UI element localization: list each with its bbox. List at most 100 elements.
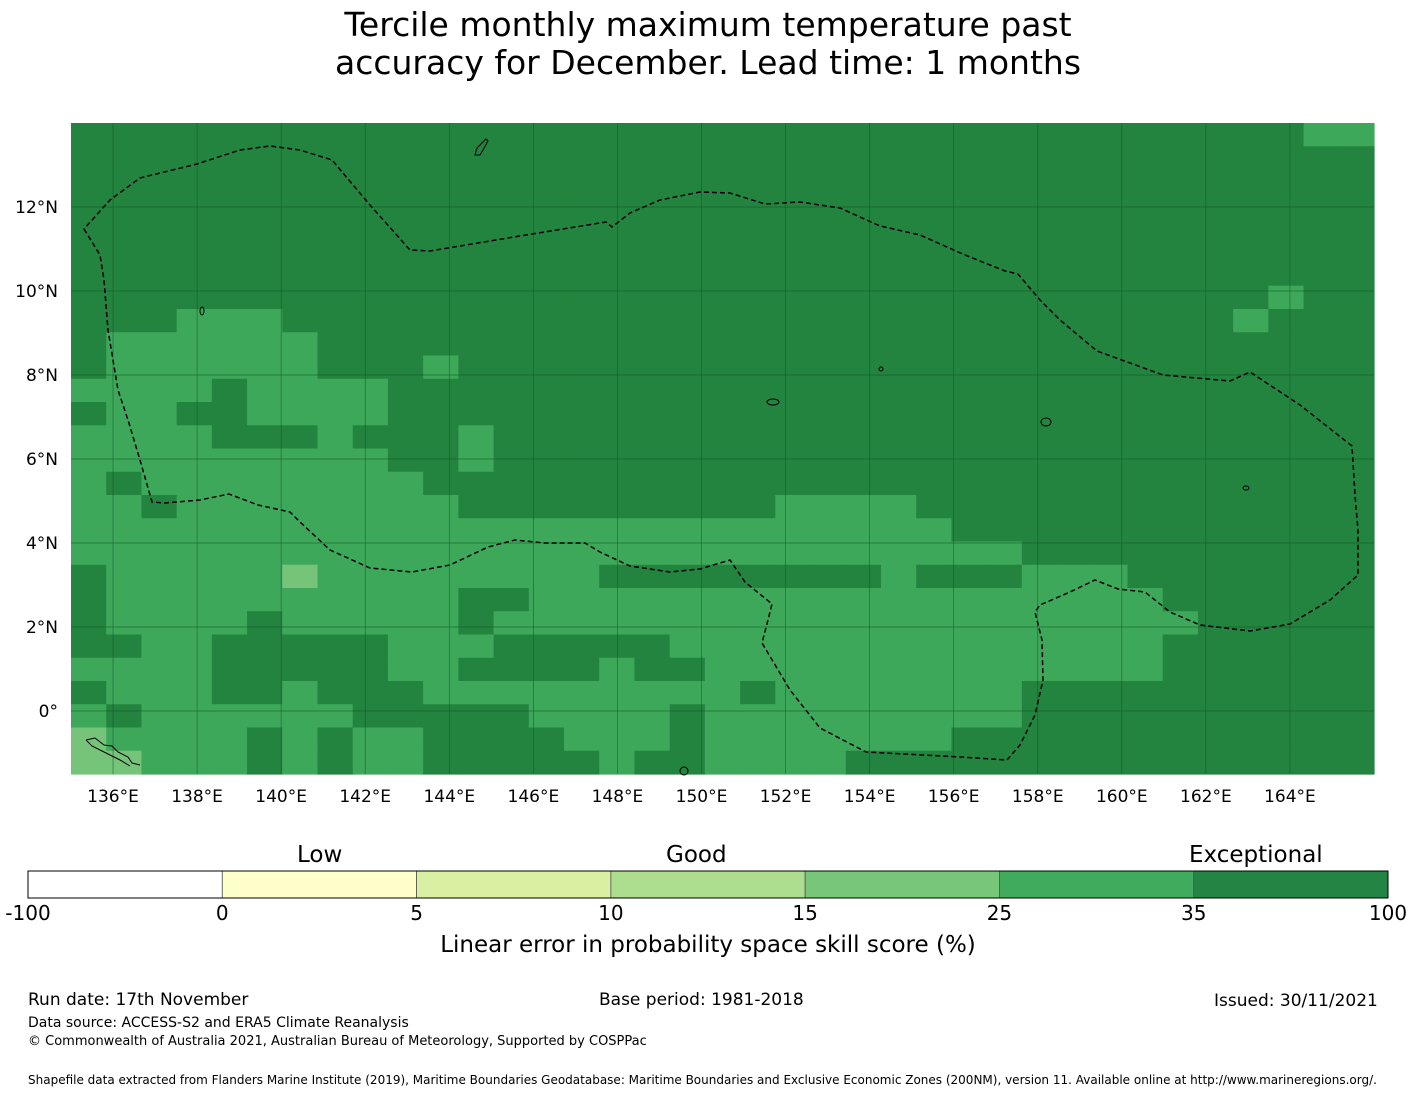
grid-cell: [1268, 355, 1305, 380]
grid-cell: [141, 471, 178, 496]
grid-cell: [1057, 750, 1093, 775]
colorbar-segments: [27, 870, 1389, 899]
grid-cell: [282, 657, 319, 682]
grid-cell: [387, 332, 424, 357]
grid-cell: [247, 611, 283, 636]
grid-cell: [1127, 750, 1164, 775]
grid-cell: [951, 727, 988, 752]
grid-cell: [1092, 378, 1129, 403]
lon-tick-label: 138°E: [171, 787, 223, 807]
grid-cell: [951, 704, 988, 729]
grid-cell: [775, 541, 812, 566]
grid-cell: [1127, 471, 1164, 496]
grid-cell: [880, 611, 917, 636]
grid-cell: [634, 309, 671, 333]
grid-cell: [141, 355, 178, 380]
grid-cell: [845, 495, 882, 519]
grid-cell: [1197, 146, 1234, 171]
grid-cell: [704, 355, 741, 380]
grid-cell: [880, 495, 917, 519]
grid-cell: [986, 471, 1023, 496]
grid-cell: [423, 402, 459, 426]
grid-cell: [916, 332, 953, 357]
grid-cell: [176, 750, 213, 775]
grid-cell: [1057, 332, 1093, 357]
grid-cell: [176, 332, 213, 357]
grid-cell: [1057, 192, 1093, 217]
grid-cell: [740, 402, 776, 426]
grid-cell: [176, 285, 213, 310]
grid-cell: [1303, 541, 1340, 566]
grid-cell: [1197, 495, 1234, 519]
grid-cell: [564, 285, 600, 310]
grid-cell: [1303, 727, 1340, 752]
grid-cell: [317, 495, 354, 519]
grid-cell: [352, 564, 389, 589]
grid-cell: [810, 657, 847, 682]
grid-cell: [775, 657, 812, 682]
grid-cell: [704, 448, 741, 473]
grid-cell: [106, 704, 143, 729]
grid-cell: [845, 402, 882, 426]
grid-cell: [1092, 727, 1129, 752]
grid-cell: [1057, 123, 1093, 147]
grid-cell: [493, 239, 530, 264]
grid-cell: [423, 564, 459, 589]
lon-tick-label: 148°E: [592, 787, 644, 807]
grid-cell: [211, 355, 248, 380]
grid-cell: [176, 192, 213, 217]
grid-cell: [564, 192, 600, 217]
grid-cell: [317, 239, 354, 264]
grid-cell: [493, 564, 530, 589]
grid-cell: [352, 541, 389, 566]
grid-cell: [528, 262, 565, 287]
grid-cell: [1092, 216, 1129, 240]
grid-cell: [1162, 239, 1199, 264]
grid-cell: [1057, 518, 1093, 543]
grid-cell: [458, 681, 495, 705]
grid-cell: [423, 448, 459, 473]
grid-cell: [423, 471, 459, 496]
grid-cell: [1268, 564, 1305, 589]
colorbar-segment: [999, 870, 1195, 899]
grid-cell: [1268, 588, 1305, 612]
colorbar-segment: [1193, 870, 1389, 899]
grid-cell: [1021, 727, 1058, 752]
grid-cell: [740, 146, 776, 171]
grid-cell: [669, 123, 706, 147]
grid-cell: [704, 309, 741, 333]
grid-cell: [211, 750, 248, 775]
grid-cell: [1303, 471, 1340, 496]
grid-cell: [986, 727, 1023, 752]
grid-cell: [669, 378, 706, 403]
grid-cell: [775, 123, 812, 147]
grid-cell: [176, 239, 213, 264]
grid-cell: [704, 518, 741, 543]
grid-cell: [1092, 146, 1129, 171]
colorbar-frame: [27, 870, 1389, 899]
grid-cell: [880, 309, 917, 333]
grid-cell: [564, 657, 600, 682]
grid-cell: [1303, 657, 1340, 682]
grid-cell: [1338, 146, 1375, 171]
grid-cell: [775, 588, 812, 612]
grid-cell: [704, 216, 741, 240]
grid-cell: [247, 332, 283, 357]
grid-cell: [951, 239, 988, 264]
grid-cell: [1092, 634, 1129, 659]
grid-cell: [211, 541, 248, 566]
grid-cell: [845, 309, 882, 333]
grid-cell: [71, 495, 107, 519]
grid-cell: [1268, 750, 1305, 775]
grid-cell: [458, 588, 495, 612]
grid-cell: [775, 634, 812, 659]
grid-cell: [810, 378, 847, 403]
grid-cell: [1338, 541, 1375, 566]
grid-cell: [71, 169, 107, 194]
grid-cell: [1268, 192, 1305, 217]
grid-cell: [775, 727, 812, 752]
grid-cell: [387, 750, 424, 775]
grid-cell: [1303, 285, 1340, 310]
grid-cell: [106, 564, 143, 589]
